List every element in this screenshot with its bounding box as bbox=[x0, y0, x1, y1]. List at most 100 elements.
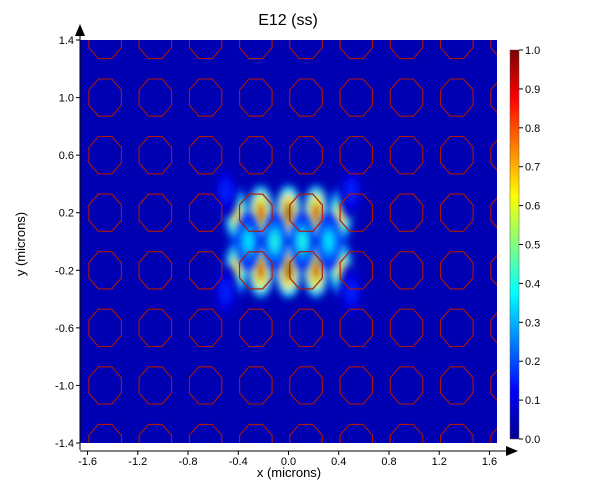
y-tick-label: -1.4 bbox=[55, 438, 74, 450]
air-hole-outline bbox=[389, 423, 424, 443]
air-hole-outline bbox=[138, 251, 173, 290]
air-hole-outline bbox=[289, 423, 323, 443]
y-tick-label: 0.6 bbox=[59, 150, 74, 162]
y-tick-label: -1.0 bbox=[55, 380, 74, 392]
air-hole-outline bbox=[490, 427, 497, 443]
y-tick-label: -0.2 bbox=[55, 265, 74, 277]
chart-title: E12 (ss) bbox=[258, 12, 318, 29]
air-hole-outline bbox=[188, 135, 223, 175]
x-tick-label: 1.2 bbox=[432, 456, 447, 468]
air-hole-outline bbox=[289, 251, 323, 290]
air-hole-outline bbox=[239, 251, 273, 290]
air-hole-outline bbox=[289, 135, 323, 175]
air-hole-outline bbox=[290, 0, 323, 1]
air-hole-outline bbox=[289, 193, 323, 232]
colorbar-tick-label: 1.0 bbox=[525, 45, 540, 57]
air-hole-outline bbox=[138, 308, 173, 348]
y-tick-label: 1.0 bbox=[59, 93, 74, 105]
air-hole-outline bbox=[389, 40, 424, 60]
air-hole-outline bbox=[239, 193, 273, 232]
x-axis-arrow bbox=[506, 446, 518, 456]
air-hole-outline bbox=[39, 482, 72, 500]
air-hole-outline bbox=[440, 135, 474, 175]
x-ticks: -1.6 -1.2 -0.8 -0.4 0.0 0.4 0.8 1.2 1.6 bbox=[78, 451, 497, 468]
colorbar-tick-label: 0.0 bbox=[525, 434, 540, 446]
colorbar: 1.0 0.9 0.8 0.7 0.6 0.5 0.4 0.3 0.2 0.1 0.0 bbox=[509, 45, 540, 446]
field-lobe-layer bbox=[221, 281, 230, 303]
air-hole-outline bbox=[189, 482, 221, 500]
colorbar-gradient bbox=[509, 49, 520, 440]
air-hole-outline bbox=[138, 78, 173, 117]
air-hole-outline bbox=[138, 135, 173, 175]
air-hole-outline bbox=[239, 40, 273, 60]
x-tick-label: -1.2 bbox=[128, 456, 147, 468]
colorbar-tick-label: 0.5 bbox=[525, 240, 540, 252]
air-hole-outline bbox=[440, 78, 474, 117]
plot-background bbox=[80, 40, 497, 443]
x-tick-label: -0.8 bbox=[179, 456, 198, 468]
air-hole-outline bbox=[390, 0, 423, 1]
field-lobe bbox=[338, 264, 364, 320]
field-lobe-layer bbox=[311, 259, 321, 282]
air-hole-outline bbox=[289, 40, 323, 60]
air-hole-outline bbox=[440, 40, 474, 60]
colorbar-tick-label: 0.6 bbox=[525, 201, 540, 213]
field-lobe-layer bbox=[221, 180, 230, 202]
air-hole-outline bbox=[389, 308, 424, 348]
air-hole-outline bbox=[289, 366, 323, 405]
air-hole-outline bbox=[138, 193, 173, 232]
y-tick-label: 1.4 bbox=[59, 35, 74, 47]
x-axis-label: x (microns) bbox=[257, 465, 321, 480]
colorbar-tick-label: 0.9 bbox=[525, 84, 540, 96]
air-hole-outline bbox=[88, 308, 122, 348]
air-hole-outline bbox=[188, 40, 223, 60]
colorbar-tick-label: 0.7 bbox=[525, 162, 540, 174]
air-hole-outline bbox=[239, 135, 273, 175]
air-hole-outline bbox=[440, 366, 474, 405]
air-hole-outline bbox=[290, 482, 323, 500]
field-lobe-layer bbox=[324, 230, 333, 253]
field-lobe-layer bbox=[270, 230, 279, 253]
air-hole-outline bbox=[89, 0, 122, 1]
air-hole-outline bbox=[239, 423, 273, 443]
air-hole-outline bbox=[239, 78, 273, 117]
air-hole-outline bbox=[339, 40, 374, 60]
air-hole-outline bbox=[88, 423, 122, 443]
air-hole-outline bbox=[339, 366, 374, 405]
x-tick-label: 0.4 bbox=[331, 456, 346, 468]
colorbar-tick-label: 0.2 bbox=[525, 356, 540, 368]
air-hole-outline bbox=[490, 254, 497, 286]
air-hole-outline bbox=[39, 0, 72, 1]
air-hole-outline bbox=[490, 81, 497, 114]
air-hole-outline bbox=[88, 78, 122, 117]
air-hole-outline bbox=[339, 423, 374, 443]
field-lobe-layer bbox=[347, 281, 356, 303]
y-axis-arrow bbox=[75, 24, 85, 36]
air-hole-outline bbox=[339, 78, 374, 117]
air-hole-outline bbox=[339, 308, 374, 348]
field-lobe bbox=[213, 163, 239, 219]
y-axis-label: y (microns) bbox=[13, 212, 28, 276]
field-lobe bbox=[289, 214, 315, 269]
colorbar-ticks: 1.0 0.9 0.8 0.7 0.6 0.5 0.4 0.3 0.2 0.1 0.0 bbox=[519, 45, 540, 446]
air-hole-outline bbox=[339, 135, 374, 175]
field-lobe bbox=[262, 214, 288, 269]
x-tick-label: 0.8 bbox=[381, 456, 396, 468]
air-hole-outline bbox=[188, 423, 223, 443]
field-lobe bbox=[213, 264, 239, 320]
field-lobe bbox=[338, 163, 364, 219]
field-lobes bbox=[213, 163, 364, 320]
lattice-outlines bbox=[39, 0, 524, 500]
air-hole-outline bbox=[189, 0, 221, 1]
field-lobe-layer bbox=[256, 259, 266, 282]
field-lobe-layer bbox=[311, 201, 321, 224]
y-tick-label: 0.2 bbox=[59, 208, 74, 220]
field-lobe-layer bbox=[298, 230, 307, 253]
air-hole-outline bbox=[491, 482, 524, 500]
air-hole-outline bbox=[188, 78, 223, 117]
air-hole-outline bbox=[88, 193, 122, 232]
air-hole-outline bbox=[88, 366, 122, 405]
air-hole-outline bbox=[490, 197, 497, 229]
air-hole-outline bbox=[240, 0, 273, 1]
